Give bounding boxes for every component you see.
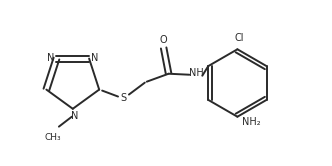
Text: N: N xyxy=(47,53,54,63)
Text: N: N xyxy=(71,111,78,121)
Text: N: N xyxy=(91,53,99,63)
Text: CH₃: CH₃ xyxy=(44,133,61,142)
Text: O: O xyxy=(160,35,167,45)
Text: NH: NH xyxy=(189,68,204,78)
Text: NH₂: NH₂ xyxy=(242,117,261,127)
Text: S: S xyxy=(120,92,126,103)
Text: Cl: Cl xyxy=(235,33,244,43)
